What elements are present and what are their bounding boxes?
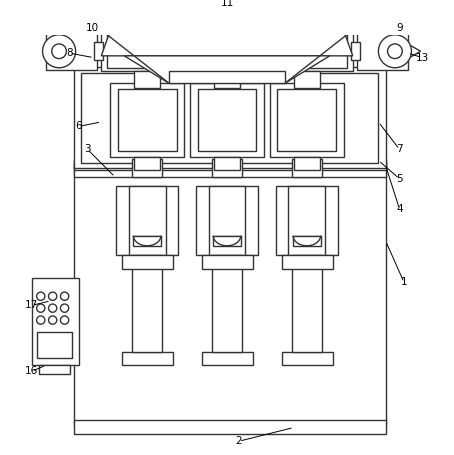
Bar bbox=[256, 5, 276, 19]
Bar bbox=[118, 89, 177, 151]
Bar bbox=[39, 365, 70, 374]
Bar bbox=[270, 83, 344, 157]
Polygon shape bbox=[124, 56, 330, 83]
Bar bbox=[133, 236, 161, 246]
Circle shape bbox=[43, 35, 76, 68]
Bar bbox=[133, 159, 162, 177]
Bar bbox=[116, 186, 178, 255]
Circle shape bbox=[60, 292, 69, 300]
Bar bbox=[212, 159, 242, 177]
Bar bbox=[213, 236, 241, 246]
Bar bbox=[110, 83, 184, 157]
Text: 13: 13 bbox=[416, 53, 429, 63]
Bar bbox=[196, 186, 258, 255]
Text: 17: 17 bbox=[25, 300, 38, 310]
Bar bbox=[282, 352, 332, 365]
Bar bbox=[134, 157, 160, 170]
Bar bbox=[134, 71, 160, 88]
Circle shape bbox=[60, 304, 69, 312]
Text: 10: 10 bbox=[85, 23, 99, 33]
Bar bbox=[133, 255, 162, 352]
Text: 7: 7 bbox=[396, 144, 403, 154]
Bar bbox=[293, 236, 321, 246]
Bar bbox=[292, 159, 321, 177]
Bar bbox=[286, 5, 307, 19]
Bar bbox=[292, 255, 321, 352]
Bar bbox=[129, 186, 166, 255]
Bar bbox=[37, 332, 72, 358]
Bar bbox=[190, 83, 264, 157]
Bar bbox=[294, 157, 320, 170]
Bar bbox=[214, 71, 240, 88]
Bar bbox=[74, 420, 386, 434]
Circle shape bbox=[49, 316, 57, 324]
Circle shape bbox=[37, 292, 45, 300]
Circle shape bbox=[49, 304, 57, 312]
Bar bbox=[288, 186, 325, 255]
Bar bbox=[276, 186, 338, 255]
Polygon shape bbox=[101, 30, 353, 56]
Bar bbox=[197, 89, 257, 151]
Bar bbox=[209, 186, 245, 255]
Bar bbox=[212, 255, 242, 352]
Text: 1: 1 bbox=[401, 278, 407, 288]
Text: 2: 2 bbox=[236, 436, 242, 446]
Text: 6: 6 bbox=[75, 121, 82, 131]
Bar bbox=[74, 159, 386, 425]
Bar bbox=[101, 30, 353, 71]
Polygon shape bbox=[408, 44, 420, 59]
Bar bbox=[127, 5, 147, 19]
Bar bbox=[123, 352, 173, 365]
Bar bbox=[110, 19, 344, 30]
Circle shape bbox=[37, 316, 45, 324]
Text: 4: 4 bbox=[396, 204, 403, 214]
Circle shape bbox=[52, 44, 66, 59]
Bar bbox=[74, 67, 386, 168]
Text: 16: 16 bbox=[25, 366, 38, 376]
Bar bbox=[74, 162, 386, 170]
Bar bbox=[74, 166, 386, 177]
Bar bbox=[81, 73, 378, 163]
Circle shape bbox=[37, 304, 45, 312]
Text: 8: 8 bbox=[66, 48, 73, 58]
Bar bbox=[46, 33, 97, 70]
Bar bbox=[202, 352, 253, 365]
Text: 5: 5 bbox=[396, 174, 403, 184]
Bar bbox=[277, 89, 336, 151]
Bar bbox=[214, 157, 240, 170]
Circle shape bbox=[60, 316, 69, 324]
Bar bbox=[158, 5, 178, 19]
Bar bbox=[222, 5, 242, 19]
Bar bbox=[107, 34, 347, 68]
Text: 11: 11 bbox=[220, 0, 234, 8]
Circle shape bbox=[378, 35, 411, 68]
Text: 3: 3 bbox=[84, 144, 91, 154]
Text: 9: 9 bbox=[396, 23, 403, 33]
Bar bbox=[189, 5, 210, 19]
Bar bbox=[94, 42, 103, 61]
Bar bbox=[202, 255, 253, 269]
Bar bbox=[294, 71, 320, 88]
Bar bbox=[282, 255, 332, 269]
Circle shape bbox=[388, 44, 402, 59]
Bar bbox=[32, 278, 79, 365]
Circle shape bbox=[49, 292, 57, 300]
Bar bbox=[351, 42, 360, 61]
Bar bbox=[357, 33, 408, 70]
Bar bbox=[123, 255, 173, 269]
Bar bbox=[169, 71, 285, 83]
